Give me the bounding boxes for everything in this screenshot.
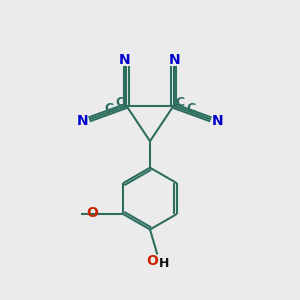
Text: N: N (212, 114, 223, 128)
Text: N: N (169, 52, 181, 67)
Text: N: N (77, 114, 88, 128)
Text: O: O (86, 206, 98, 220)
Text: C: C (176, 96, 184, 110)
Text: C: C (116, 96, 124, 110)
Text: C: C (104, 102, 113, 116)
Text: O: O (146, 254, 158, 268)
Text: H: H (159, 257, 169, 270)
Text: N: N (119, 52, 131, 67)
Text: C: C (187, 102, 196, 116)
